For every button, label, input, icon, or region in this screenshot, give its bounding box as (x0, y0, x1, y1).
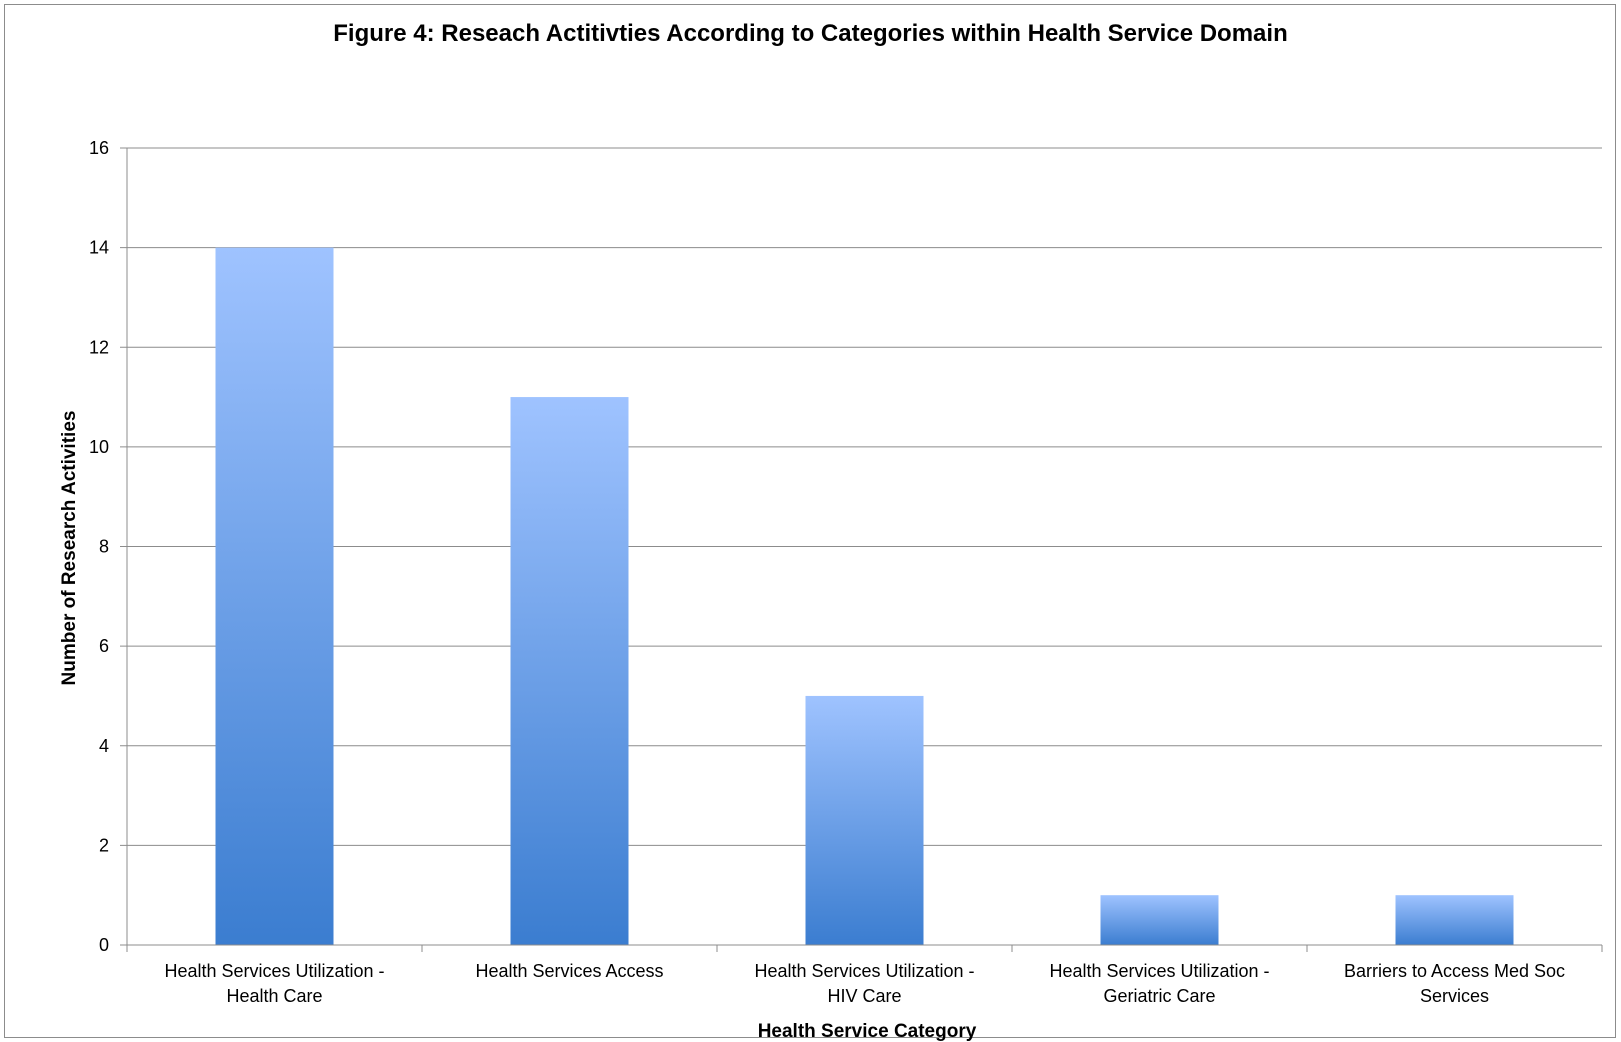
y-tick-label: 14 (89, 238, 109, 258)
y-tick-label: 0 (99, 935, 109, 955)
x-tick-label: Geriatric Care (1103, 986, 1215, 1006)
bars (216, 248, 1514, 945)
x-tick-label: Health Services Utilization - (164, 961, 384, 981)
x-tick-label: Services (1420, 986, 1489, 1006)
y-tick-label: 16 (89, 138, 109, 158)
y-tick-label: 10 (89, 437, 109, 457)
bar (1101, 895, 1219, 945)
y-tick-label: 6 (99, 636, 109, 656)
x-axis-title: Health Service Category (758, 1021, 977, 1042)
y-axis-title: Number of Research Activities (59, 411, 80, 686)
x-tick-label: HIV Care (827, 986, 901, 1006)
y-tick-label: 8 (99, 537, 109, 557)
x-tick-label: Health Services Access (475, 961, 663, 981)
x-tick-label: Health Services Utilization - (754, 961, 974, 981)
bar (511, 397, 629, 945)
x-tick-label: Barriers to Access Med Soc (1344, 961, 1565, 981)
y-tick-label: 4 (99, 736, 109, 756)
bar (216, 248, 334, 945)
bar (806, 696, 924, 945)
x-tick-label: Health Care (226, 986, 322, 1006)
y-tick-label: 2 (99, 835, 109, 855)
bar (1396, 895, 1514, 945)
y-tick-label: 12 (89, 337, 109, 357)
x-tick-label: Health Services Utilization - (1049, 961, 1269, 981)
